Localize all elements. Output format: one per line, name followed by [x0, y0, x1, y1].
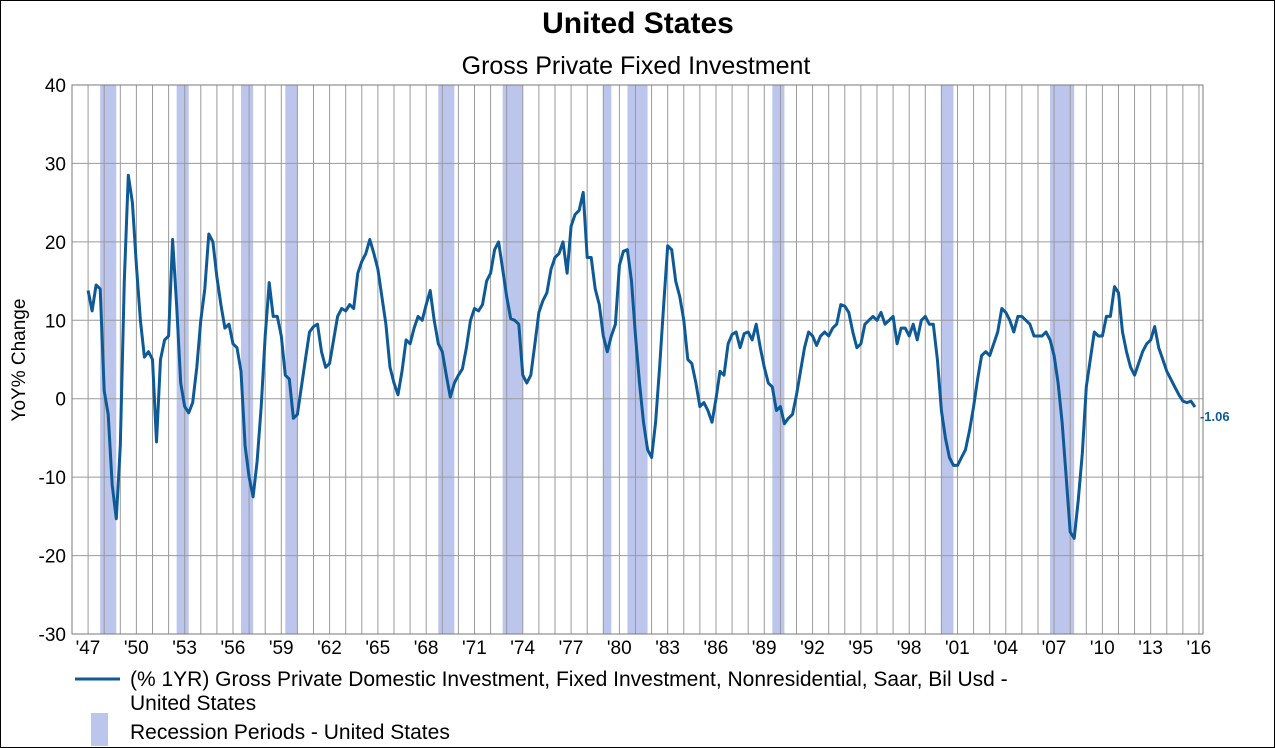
y-tick-label: 10 — [45, 311, 66, 332]
vertical-gridlines — [71, 85, 1200, 634]
plot-border — [71, 84, 1204, 635]
x-tick-label: '77 — [559, 638, 584, 659]
x-tick-label: '53 — [172, 638, 197, 659]
x-tick-label: '07 — [1042, 638, 1067, 659]
x-tick-label: '83 — [655, 638, 680, 659]
recession-band — [176, 85, 189, 634]
x-tick-label: '68 — [414, 638, 439, 659]
x-tick-label: '80 — [607, 638, 632, 659]
x-tick-label: '74 — [510, 638, 535, 659]
x-tick-label: '13 — [1138, 638, 1163, 659]
recession-band — [603, 85, 612, 634]
x-tick-label: '04 — [993, 638, 1018, 659]
y-tick-label: 30 — [45, 154, 66, 175]
chart-subtitle: Gross Private Fixed Investment — [462, 52, 811, 80]
x-tick-label: '71 — [462, 638, 487, 659]
y-tick-label: -10 — [39, 468, 66, 489]
y-tick-label: -30 — [39, 625, 66, 646]
x-tick-label: '56 — [221, 638, 246, 659]
chart-title: United States — [542, 7, 734, 40]
x-tick-label: '62 — [317, 638, 342, 659]
legend-series-label: (% 1YR) Gross Private Domestic Investmen… — [130, 668, 1008, 691]
y-tick-label: 20 — [45, 233, 66, 254]
y-tick-label: -20 — [39, 547, 66, 568]
recession-band — [241, 85, 254, 634]
legend-recession-label: Recession Periods - United States — [130, 721, 450, 744]
x-tick-labels: '47 '50 '53 '56 '59 '62 '65 '68 '71 '74 '77 '80 '83 '… — [76, 638, 1212, 659]
y-tick-labels: 40 30 20 10 0 -10 -20 -30 — [39, 76, 66, 646]
recession-band — [285, 85, 298, 634]
x-tick-label: '86 — [704, 638, 729, 659]
last-value-label: -1.06 — [1200, 409, 1230, 424]
plot-area: 40 30 20 10 0 -10 -20 -30 '47 '50 '53 '56 '59 '62 '65… — [39, 76, 1230, 659]
x-tick-label: '65 — [365, 638, 390, 659]
x-tick-label: '16 — [1186, 638, 1211, 659]
series-line — [86, 173, 1197, 540]
x-tick-label: '89 — [752, 638, 777, 659]
legend-recession-swatch — [91, 713, 108, 746]
x-tick-label: '59 — [269, 638, 294, 659]
recession-band — [772, 85, 785, 634]
legend: (% 1YR) Gross Private Domestic Investmen… — [75, 668, 1008, 746]
x-tick-label: '10 — [1090, 638, 1115, 659]
x-tick-label: '92 — [800, 638, 825, 659]
recession-band — [502, 85, 523, 634]
x-tick-label: '47 — [76, 638, 101, 659]
y-tick-label: 0 — [55, 390, 66, 411]
y-tick-label: 40 — [45, 76, 66, 97]
x-tick-label: '01 — [945, 638, 970, 659]
legend-series-label-cont: United States — [130, 692, 256, 715]
series-layer: -1.06 — [86, 173, 1230, 540]
x-tick-label: '95 — [848, 638, 873, 659]
x-tick-label: '50 — [124, 638, 149, 659]
recession-band — [438, 85, 455, 634]
y-axis-label: YoY% Change — [9, 299, 30, 422]
x-tick-label: '98 — [897, 638, 922, 659]
recession-band — [941, 85, 954, 634]
